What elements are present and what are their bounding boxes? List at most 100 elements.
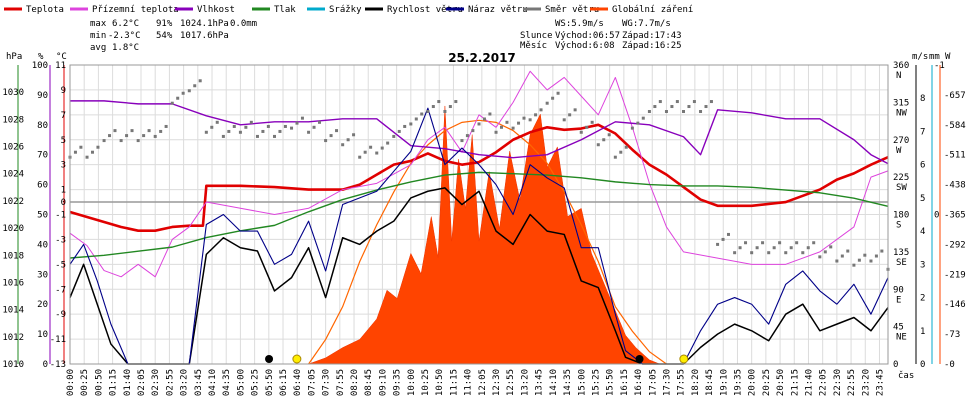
direction-point — [465, 134, 469, 138]
pressure-tick: 1030 — [2, 88, 24, 98]
legend-label: Rychlost větru — [387, 5, 463, 15]
humidity-tick: 90 — [37, 91, 48, 101]
direction-point — [346, 138, 350, 142]
series-lines — [69, 70, 889, 365]
direction-tick: 225 — [893, 173, 909, 183]
series-p-zemn-teplota — [69, 70, 889, 278]
radiation-tick: -657 — [944, 91, 966, 101]
stat-avg-temp: 1.8°C — [112, 43, 139, 53]
direction-point — [324, 139, 328, 143]
time-tick: 05:00 — [236, 369, 246, 396]
radiation-tick: -365 — [944, 211, 966, 221]
direction-point — [607, 133, 611, 137]
direction-point — [159, 129, 163, 133]
direction-point — [307, 130, 311, 134]
temperature-tick: 0 — [61, 198, 66, 208]
temperature-tick: -7 — [55, 285, 66, 295]
direction-point — [522, 116, 526, 120]
direction-point — [664, 110, 668, 114]
direction-point — [380, 146, 384, 150]
direction-point — [545, 101, 549, 105]
wind-tick: 1 — [920, 327, 925, 337]
direction-point — [795, 241, 799, 245]
direction-point — [335, 129, 339, 133]
pressure-tick: 1026 — [2, 143, 24, 153]
direction-point — [454, 100, 458, 104]
astro-block: WS:5.9m/s WG:7.7m/s Slunce Východ:06:57 … — [520, 19, 682, 51]
direction-point — [534, 113, 538, 117]
time-tick: 05:50 — [265, 369, 275, 396]
direction-point — [829, 245, 833, 249]
direction-tick: 180 — [893, 211, 909, 221]
pressure-tick: 1014 — [2, 306, 24, 316]
direction-point — [221, 134, 225, 138]
rain-tick: -1 — [934, 61, 945, 71]
temperature-tick: -11 — [50, 335, 66, 345]
direction-point — [573, 108, 577, 112]
direction-point — [471, 129, 475, 133]
direction-point — [278, 129, 282, 133]
time-tick: 17:05 — [648, 369, 658, 396]
direction-point — [164, 124, 168, 128]
direction-point — [300, 116, 304, 120]
rain-tick: 0 — [934, 211, 939, 221]
direction-point — [153, 134, 157, 138]
direction-point — [102, 139, 106, 143]
temperature-tick: 7 — [61, 111, 66, 121]
direction-point — [505, 120, 509, 124]
direction-point — [624, 145, 628, 149]
direction-point — [528, 118, 532, 122]
stat-max-rain: 0.0mm — [230, 19, 257, 29]
moon-rise-marker — [265, 355, 274, 363]
time-tick: 03:20 — [180, 369, 190, 396]
stats-block: max 6.2°C 91% 1024.1hPa 0.0mm min -2.3°C… — [90, 19, 257, 53]
direction-point — [613, 155, 617, 159]
direction-tick-label: SE — [896, 258, 907, 268]
legend-label: Srážky — [329, 5, 362, 15]
temperature-tick: -5 — [55, 260, 66, 270]
pressure-tick: 1020 — [2, 224, 24, 234]
direction-point — [806, 246, 810, 250]
direction-point — [874, 254, 878, 258]
direction-point — [733, 251, 737, 255]
direction-point — [358, 155, 362, 159]
direction-point — [460, 139, 464, 143]
direction-point — [204, 130, 208, 134]
direction-point — [403, 124, 407, 128]
stat-min-press: 1017.6hPa — [180, 31, 229, 41]
time-tick: 17:55 — [677, 369, 687, 396]
direction-point — [125, 134, 129, 138]
pressure-tick: 1012 — [2, 333, 24, 343]
time-tick: 04:35 — [222, 369, 232, 396]
legend-label: Směr větru — [545, 5, 599, 15]
tick-labels: 1030102810261024102210201018101610141012… — [2, 61, 965, 396]
time-tick: 02:55 — [165, 369, 175, 396]
pressure-tick: 1022 — [2, 197, 24, 207]
radiation-tick: -0 — [944, 360, 955, 370]
time-tick: 12:55 — [506, 369, 516, 396]
direction-point — [170, 101, 174, 105]
direction-point — [392, 134, 396, 138]
temperature-tick: 1 — [61, 186, 66, 196]
legend-label: Přízemní teplota — [92, 5, 179, 15]
wind-gust-summary: WG:7.7m/s — [622, 19, 671, 29]
time-tick: 20:00 — [748, 369, 758, 396]
direction-tick: 315 — [893, 98, 909, 108]
moon-set: Západ:16:25 — [622, 41, 682, 51]
direction-point — [772, 246, 776, 250]
humidity-tick: 0 — [43, 360, 48, 370]
legend-label: Teplota — [26, 5, 64, 15]
time-tick: 06:15 — [279, 369, 289, 396]
time-tick: 16:15 — [620, 369, 630, 396]
direction-point — [636, 121, 640, 125]
stat-max-temp: 6.2°C — [112, 19, 139, 29]
direction-point — [317, 120, 321, 124]
direction-point — [880, 249, 884, 253]
direction-point — [227, 129, 231, 133]
wind-tick: 8 — [920, 94, 925, 104]
time-tick: 06:40 — [293, 369, 303, 396]
wind-direction-dots — [68, 79, 890, 271]
unit-labels: hPa % °C m/s mm W čas — [6, 52, 951, 381]
direction-point — [539, 108, 543, 112]
wind-speed-summary: WS:5.9m/s — [555, 19, 604, 29]
